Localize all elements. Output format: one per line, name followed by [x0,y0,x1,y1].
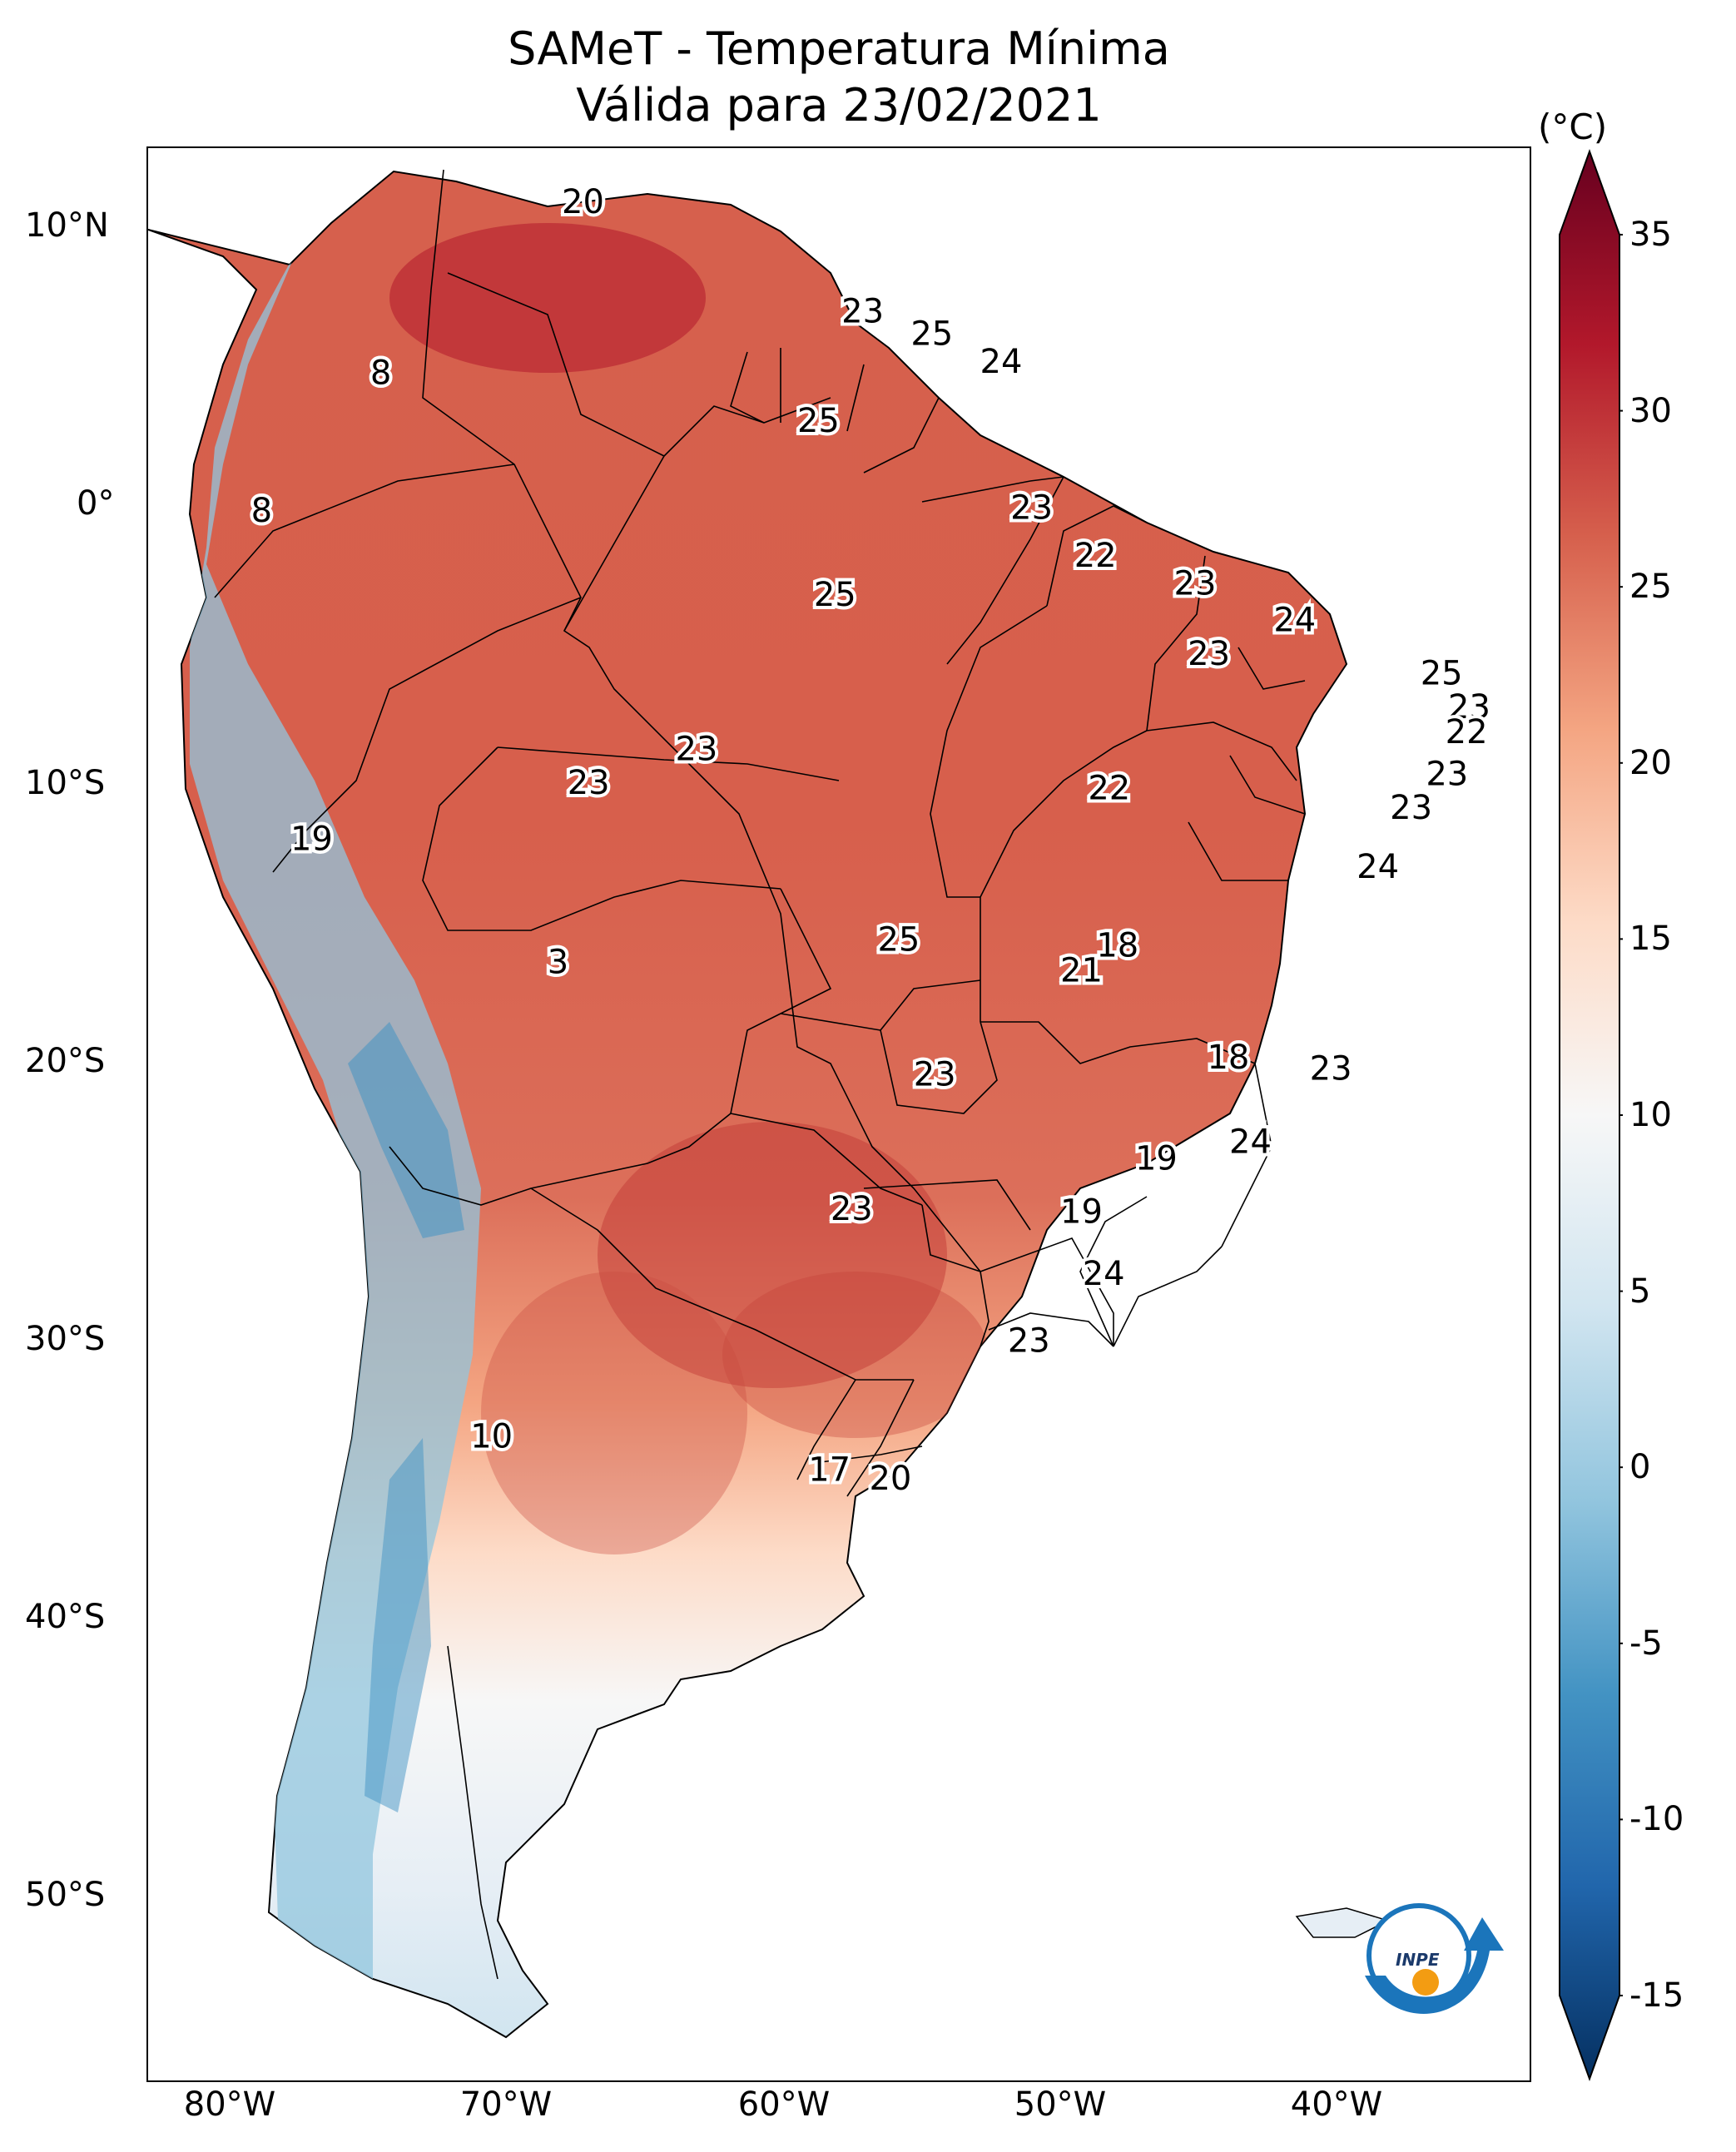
station-value-label: 19 [1135,1140,1178,1178]
station-value-label: 24 [1083,1255,1125,1293]
station-value-label: 8 [370,355,391,393]
station-value-label: 23 [1188,635,1230,673]
station-value-label: 25 [877,921,920,959]
map-title: SAMeT - Temperatura Mínima [508,22,1170,75]
lat-tick-20S: 20°S [25,1042,106,1080]
station-value-label: 24 [1273,601,1316,639]
map-subtitle: Válida para 23/02/2021 [576,79,1102,131]
colorbar-tick-label: -5 [1629,1624,1663,1663]
station-value-label: 24 [1357,848,1399,886]
lon-tick-40W: 40°W [1290,2085,1383,2124]
inpe-logo-arrow [1365,1917,1504,2014]
station-value-label: 23 [914,1055,956,1093]
station-value-label: 21 [1060,952,1103,990]
colorbar-tick-label: -15 [1629,1976,1684,2015]
colorbar-tick-label: 25 [1629,568,1672,607]
lat-tick-30S: 30°S [25,1320,106,1358]
colorbar-tick-label: -10 [1629,1800,1684,1839]
lat-tick-10N: 10°N [25,206,109,245]
station-value-label: 19 [1060,1193,1103,1232]
station-value-label: 23 [841,293,884,331]
station-value-label: 23 [1310,1050,1352,1088]
colorbar [1559,149,1623,2081]
lon-tick-70W: 70°W [459,2085,553,2124]
colorbar-tick-label: 10 [1629,1096,1672,1134]
station-value-label: 22 [1088,770,1130,808]
station-value-label: 8 [251,492,272,530]
inpe-logo: INPE [1365,1903,1504,2014]
station-value-label: 20 [869,1460,911,1498]
station-value-label: 18 [1207,1039,1249,1077]
colorbar-unit: (°C) [1538,107,1608,147]
station-value-label: 10 [470,1417,513,1455]
station-value-label: 23 [675,730,717,768]
station-value-label: 25 [814,576,856,614]
colorbar-tick-label: 15 [1629,920,1672,959]
lat-tick-0: 0° [77,484,115,523]
lat-tick-50S: 50°S [25,1876,106,1914]
colorbar-tick-label: 0 [1629,1448,1651,1487]
lat-tick-10S: 10°S [25,764,106,802]
colorbar-tickmarks [1619,234,1623,1996]
station-value-label: 19 [290,820,333,858]
station-value-label: 17 [808,1451,851,1490]
station-value-label: 23 [831,1190,873,1228]
colorbar-gradient [1559,149,1620,2081]
lon-tick-60W: 60°W [737,2085,831,2124]
station-value-label: 20 [562,183,604,221]
map-area: 20 23 25 24 8 25 23 22 8 25 23 24 23 25 23 22 23 23 23 22 23… [146,146,1531,2082]
colorbar-tick-label: 5 [1629,1272,1651,1311]
station-value-label: 23 [1426,756,1468,794]
lon-tick-80W: 80°W [183,2085,276,2124]
lon-tick-50W: 50°W [1014,2085,1107,2124]
station-value-label: 18 [1096,926,1138,964]
south-america-landmass [148,170,1391,2039]
station-value-label: 23 [1390,789,1432,827]
station-value-label: 3 [548,944,568,982]
station-value-label: 24 [980,343,1023,381]
lat-tick-40S: 40°S [25,1598,106,1636]
colorbar-tick-label: 20 [1629,743,1672,782]
station-value-label: 25 [1421,654,1463,692]
colorbar-tick-label: 35 [1629,216,1672,254]
station-value-label: 22 [1446,713,1488,751]
station-value-label: 23 [1008,1322,1050,1361]
station-value-label: 23 [1174,565,1217,603]
station-value-label: 24 [1229,1123,1272,1161]
colorbar-tick-label: 30 [1629,391,1672,430]
station-value-label: 25 [797,402,840,440]
inpe-logo-dot [1412,1969,1439,1996]
station-value-label: 22 [1074,537,1117,575]
inpe-logo-text: INPE [1396,1950,1440,1970]
political-borders [214,169,1306,1980]
station-value-label: 25 [910,315,953,354]
station-value-label: 23 [1010,489,1053,528]
station-value-label: 23 [1448,688,1490,726]
station-value-label: 23 [568,764,610,802]
